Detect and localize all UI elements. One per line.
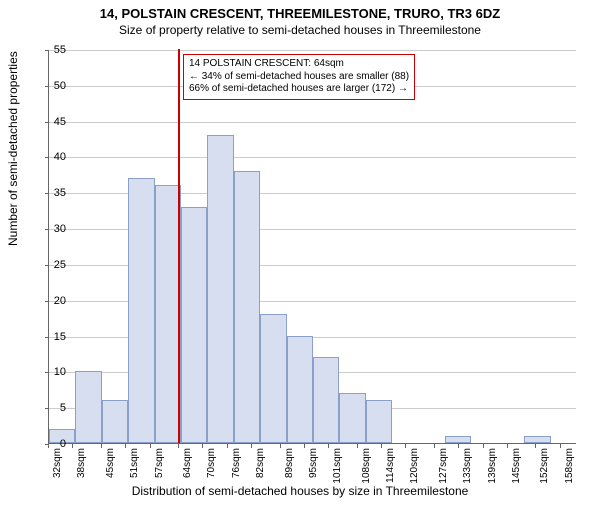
annotation-line3: 66% of semi-detached houses are larger (… <box>189 83 409 96</box>
xtick-mark <box>72 444 73 448</box>
xtick-mark <box>178 444 179 448</box>
xtick-label: 127sqm <box>438 448 449 484</box>
chart-title-line1: 14, POLSTAIN CRESCENT, THREEMILESTONE, T… <box>0 6 600 21</box>
ytick-label: 45 <box>42 116 66 128</box>
highlight-annotation: 14 POLSTAIN CRESCENT: 64sqm ← 34% of sem… <box>183 54 415 100</box>
xtick-mark <box>227 444 228 448</box>
xtick-mark <box>251 444 252 448</box>
ytick-label: 25 <box>42 259 66 271</box>
ytick-label: 40 <box>42 151 66 163</box>
histogram-bar <box>75 371 101 443</box>
xtick-mark <box>125 444 126 448</box>
xtick-label: 38sqm <box>76 448 87 478</box>
y-axis-label: Number of semi-detached properties <box>6 51 20 246</box>
histogram-bar <box>287 336 313 443</box>
xtick-label: 32sqm <box>52 448 63 478</box>
grid-line <box>49 157 576 158</box>
annotation-line1: 14 POLSTAIN CRESCENT: 64sqm <box>189 58 409 71</box>
xtick-label: 120sqm <box>409 448 420 484</box>
x-axis-label: Distribution of semi-detached houses by … <box>0 484 600 498</box>
chart-area: 14 POLSTAIN CRESCENT: 64sqm ← 34% of sem… <box>48 50 576 444</box>
xtick-label: 145sqm <box>511 448 522 484</box>
histogram-bar <box>313 357 339 443</box>
histogram-bar <box>181 207 207 443</box>
xtick-mark <box>304 444 305 448</box>
xtick-mark <box>381 444 382 448</box>
ytick-label: 55 <box>42 44 66 56</box>
xtick-mark <box>150 444 151 448</box>
xtick-mark <box>560 444 561 448</box>
ytick-label: 35 <box>42 187 66 199</box>
xtick-label: 89sqm <box>284 448 295 478</box>
xtick-label: 45sqm <box>105 448 116 478</box>
grid-line <box>49 122 576 123</box>
grid-line <box>49 50 576 51</box>
xtick-mark <box>507 444 508 448</box>
xtick-label: 158sqm <box>564 448 575 484</box>
xtick-mark <box>483 444 484 448</box>
highlight-line <box>178 49 180 443</box>
xtick-mark <box>458 444 459 448</box>
xtick-label: 76sqm <box>231 448 242 478</box>
xtick-label: 64sqm <box>182 448 193 478</box>
plot-area: 14 POLSTAIN CRESCENT: 64sqm ← 34% of sem… <box>48 50 576 444</box>
xtick-mark <box>101 444 102 448</box>
xtick-label: 82sqm <box>255 448 266 478</box>
xtick-label: 51sqm <box>129 448 140 478</box>
xtick-label: 114sqm <box>385 448 396 483</box>
xtick-mark <box>202 444 203 448</box>
xtick-label: 133sqm <box>462 448 473 484</box>
xtick-label: 95sqm <box>308 448 319 478</box>
histogram-bar <box>207 135 233 443</box>
histogram-bar <box>339 393 365 443</box>
xtick-label: 101sqm <box>332 448 343 484</box>
xtick-label: 108sqm <box>361 448 372 484</box>
ytick-label: 0 <box>42 438 66 450</box>
ytick-label: 20 <box>42 295 66 307</box>
annotation-line2: ← 34% of semi-detached houses are smalle… <box>189 71 409 84</box>
xtick-mark <box>405 444 406 448</box>
xtick-label: 57sqm <box>154 448 165 478</box>
histogram-bar <box>234 171 260 443</box>
ytick-label: 15 <box>42 331 66 343</box>
ytick-label: 50 <box>42 80 66 92</box>
xtick-mark <box>280 444 281 448</box>
xtick-mark <box>357 444 358 448</box>
chart-title-line2: Size of property relative to semi-detach… <box>0 23 600 37</box>
xtick-mark <box>328 444 329 448</box>
xtick-label: 152sqm <box>539 448 550 484</box>
histogram-bar <box>260 314 286 443</box>
xtick-label: 70sqm <box>206 448 217 478</box>
xtick-label: 139sqm <box>487 448 498 484</box>
ytick-label: 10 <box>42 366 66 378</box>
histogram-bar <box>128 178 154 443</box>
xtick-mark <box>434 444 435 448</box>
ytick-label: 5 <box>42 402 66 414</box>
ytick-label: 30 <box>42 223 66 235</box>
histogram-bar <box>445 436 471 443</box>
histogram-bar <box>102 400 128 443</box>
histogram-bar <box>524 436 550 443</box>
histogram-bar <box>366 400 392 443</box>
xtick-mark <box>535 444 536 448</box>
